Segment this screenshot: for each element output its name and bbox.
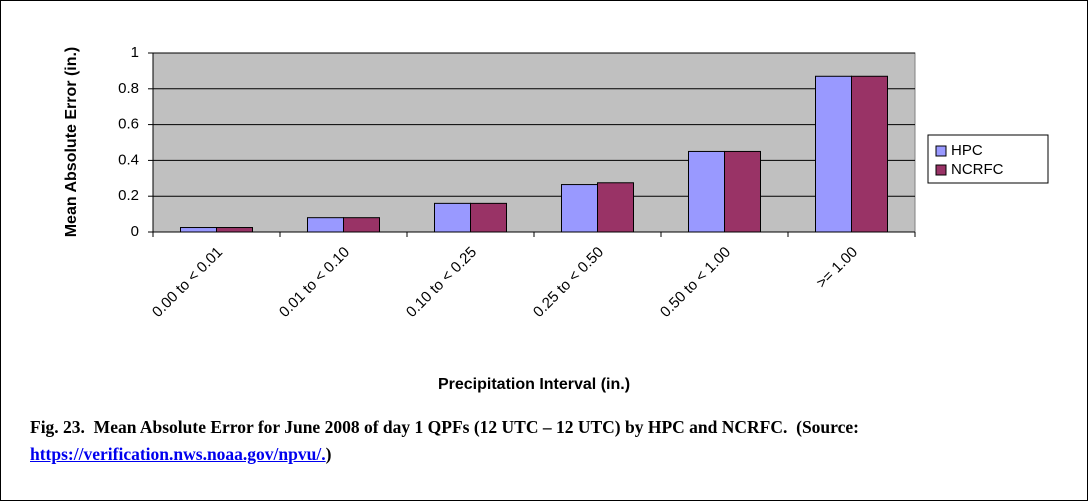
bar bbox=[434, 202, 471, 233]
bar bbox=[851, 75, 888, 233]
bar bbox=[561, 184, 598, 233]
bar bbox=[180, 227, 217, 233]
legend-label: NCRFC bbox=[951, 161, 1004, 178]
y-tick-label: 1 bbox=[131, 44, 139, 61]
bar bbox=[470, 202, 507, 233]
legend-swatch bbox=[935, 164, 947, 176]
y-tick-label: 0 bbox=[131, 223, 139, 240]
plot-area bbox=[152, 52, 916, 233]
y-tick-label: 0.2 bbox=[118, 187, 139, 204]
y-axis-title: Mean Absolute Error (in.) bbox=[63, 47, 80, 238]
bar bbox=[216, 227, 253, 233]
caption-text: Fig. 23. Mean Absolute Error for June 20… bbox=[30, 417, 868, 437]
caption-end: ) bbox=[325, 444, 332, 464]
bar bbox=[343, 217, 380, 233]
legend bbox=[927, 134, 1049, 184]
legend-label: HPC bbox=[951, 142, 983, 159]
y-tick-label: 0.8 bbox=[118, 80, 139, 97]
bar bbox=[597, 182, 634, 233]
bar bbox=[724, 150, 761, 233]
caption-link[interactable]: https://verification.nws.noaa.gov/npvu/. bbox=[30, 444, 326, 464]
x-axis-title: Precipitation Interval (in.) bbox=[438, 376, 630, 393]
caption: Fig. 23. Mean Absolute Error for June 20… bbox=[30, 414, 1060, 468]
bar bbox=[688, 150, 725, 233]
y-tick-label: 0.4 bbox=[118, 151, 139, 168]
y-tick-label: 0.6 bbox=[118, 116, 139, 133]
legend-swatch bbox=[935, 145, 947, 157]
bar bbox=[815, 75, 852, 233]
bar bbox=[307, 217, 344, 233]
